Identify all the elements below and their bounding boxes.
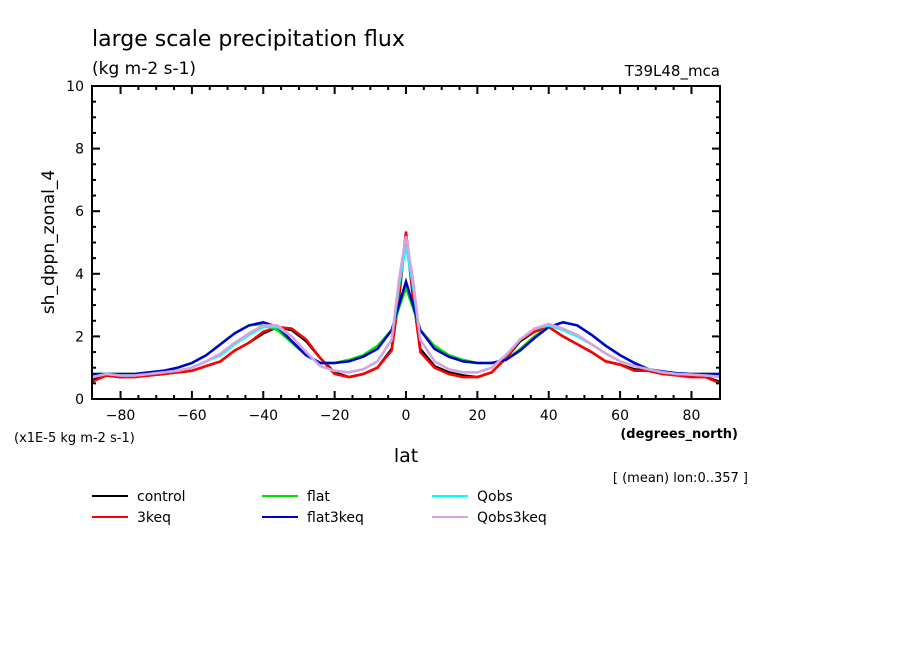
legend-label: control [137,489,186,505]
chart-title: large scale precipitation flux [92,27,405,52]
chart-subtitle: (kg m-2 s-1) [92,59,196,79]
legend-item-flat3keq: flat3keq [262,510,364,526]
x-axis-label: lat [394,445,418,467]
x-tick-label: 60 [611,408,629,424]
series-line-flat3keq [92,277,720,376]
legend-label: 3keq [137,510,171,526]
x-tick-labels: −80 −60 −40 −20 0 20 40 60 80 [106,408,701,424]
x-tick-label: −60 [177,408,207,424]
legend-label: flat [307,489,330,505]
series-line-qobs3keq [91,236,721,379]
footnote: [ (mean) lon:0..357 ] [613,471,748,486]
legend-item-qobs: Qobs [432,489,513,505]
y-tick-labels: 0 2 4 6 8 10 [66,79,84,408]
y-tick-label: 4 [75,267,84,283]
x-tick-label: 80 [683,408,701,424]
legend-item-flat: flat [262,489,330,505]
legend-label: Qobs [477,489,513,505]
ticks-layer [92,85,720,400]
y-tick-label: 0 [75,392,84,408]
model-label: T39L48_mca [624,62,720,81]
y-tick-label: 6 [75,204,84,220]
x-tick-label: −80 [106,408,136,424]
series-line-flat [92,284,720,376]
legend-item-qobs3keq: Qobs3keq [432,510,547,526]
x-tick-label: −40 [248,408,278,424]
x-tick-label: 20 [468,408,486,424]
y-tick-label: 10 [66,79,84,95]
legend-label: Qobs3keq [477,510,547,526]
legend-item-control: control [92,489,186,505]
legend: control flat Qobs3keq flat3keq Qobs3keq [92,489,547,526]
x-tick-label: −20 [320,408,350,424]
series-layer [91,231,721,385]
y-tick-label: 2 [75,329,84,345]
y-units-note: (x1E-5 kg m-2 s-1) [14,431,135,446]
y-axis-label: sh_dppn_zonal_4 [39,170,59,314]
legend-label: flat3keq [307,510,364,526]
y-tick-label: 8 [75,142,84,158]
series-line-3keq [91,231,721,385]
x-units-label: (degrees_north) [620,427,738,442]
x-tick-label: 40 [540,408,558,424]
x-tick-label: 0 [402,408,411,424]
legend-item-3keq: 3keq [92,510,171,526]
